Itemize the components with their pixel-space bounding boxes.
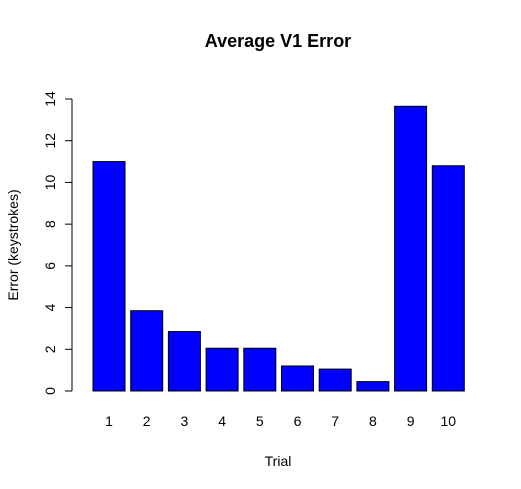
- y-tick-label: 4: [42, 303, 58, 311]
- chart-title: Average V1 Error: [205, 31, 351, 51]
- y-tick-label: 12: [42, 133, 58, 149]
- y-tick-label: 14: [42, 91, 58, 107]
- x-tick-label: 8: [369, 413, 377, 429]
- y-axis: 0 2 4 6 8 10 12 14: [42, 91, 73, 395]
- x-axis-label: Trial: [265, 453, 292, 469]
- bar-trial-10: [431, 165, 465, 392]
- y-tick-label: 0: [42, 387, 58, 395]
- y-tick-label: 8: [42, 220, 58, 228]
- bar-trial-4: [205, 347, 239, 392]
- x-tick-label: 1: [105, 413, 113, 429]
- bar-trial-5: [243, 347, 277, 392]
- bar-trial-7: [318, 368, 352, 392]
- x-tick-label: 5: [256, 413, 264, 429]
- x-tick-labels: 1 2 3 4 5 6 7 8 9 10: [105, 413, 456, 429]
- bar-trial-8: [356, 381, 390, 392]
- x-tick-label: 7: [331, 413, 339, 429]
- x-tick-label: 6: [294, 413, 302, 429]
- y-axis-label: Error (keystrokes): [5, 189, 21, 300]
- y-tick-label: 10: [42, 174, 58, 190]
- bar-trial-9: [394, 105, 428, 392]
- x-tick-label: 9: [407, 413, 415, 429]
- bar-trial-1: [92, 161, 126, 392]
- y-tick-label: 2: [42, 345, 58, 353]
- x-tick-label: 2: [143, 413, 151, 429]
- bar-trial-2: [130, 310, 164, 392]
- bar-trial-3: [167, 331, 201, 392]
- x-tick-label: 4: [218, 413, 226, 429]
- x-tick-label: 3: [181, 413, 189, 429]
- bars-group: [92, 105, 465, 392]
- x-tick-label: 10: [441, 413, 457, 429]
- y-tick-label: 6: [42, 262, 58, 270]
- bar-trial-6: [281, 365, 314, 392]
